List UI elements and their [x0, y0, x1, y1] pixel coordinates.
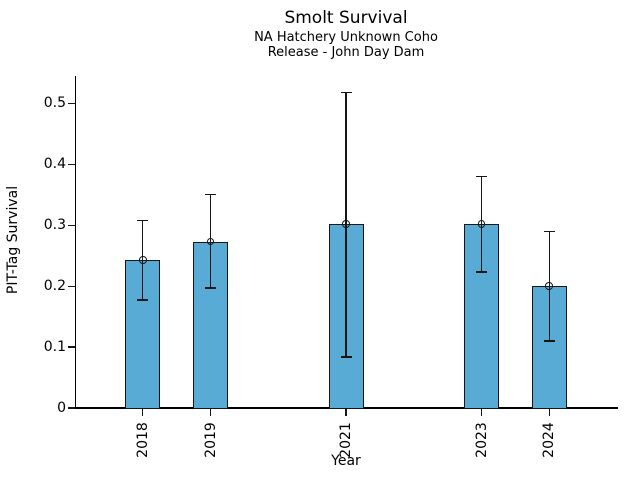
x-tick-2023 — [480, 408, 483, 416]
error-cap-bottom-2023 — [476, 271, 487, 273]
x-axis-label: Year — [331, 453, 361, 469]
y-tick-label-0: 0 — [57, 400, 66, 416]
y-tick-label-0.4: 0.4 — [43, 156, 66, 173]
error-cap-bottom-2019 — [205, 287, 216, 289]
error-cap-top-2023 — [476, 175, 487, 178]
marker-2023 — [477, 220, 486, 228]
x-tick-label-2023: 2023 — [473, 422, 490, 458]
y-tick-label-0.5: 0.5 — [43, 95, 66, 112]
y-tick-0.5 — [68, 102, 75, 104]
y-tick-label-0.3: 0.3 — [43, 217, 66, 234]
x-tick-label-2018: 2018 — [134, 422, 151, 458]
y-tick-label-0.1: 0.1 — [43, 339, 66, 356]
x-tick-2021 — [345, 408, 347, 416]
chart-subtitle-line2: Release - John Day Dam — [267, 45, 425, 60]
marker-2019 — [206, 237, 215, 246]
chart-title: Smolt Survival — [284, 8, 408, 28]
marker-2018 — [138, 256, 147, 264]
y-tick-label-0.2: 0.2 — [43, 278, 66, 295]
x-tick-label-2019: 2019 — [202, 422, 219, 458]
x-tick-label-2021: 2021 — [338, 422, 354, 458]
x-tick-2019 — [209, 408, 212, 416]
y-tick-0.1 — [68, 346, 75, 348]
error-cap-top-2018 — [137, 219, 149, 222]
x-tick-label-2024: 2024 — [541, 422, 558, 458]
error-cap-top-2024 — [543, 230, 555, 233]
y-tick-0.2 — [68, 285, 75, 287]
x-tick-2018 — [142, 408, 144, 416]
marker-2024 — [545, 282, 554, 290]
y-axis-spine — [74, 76, 76, 409]
marker-2021 — [342, 220, 350, 228]
x-tick-2024 — [548, 408, 550, 416]
y-tick-0.4 — [68, 163, 75, 165]
y-tick-0 — [68, 407, 75, 409]
error-cap-bottom-2024 — [543, 340, 555, 342]
error-cap-bottom-2021 — [340, 356, 352, 358]
error-cap-bottom-2018 — [137, 299, 149, 301]
chart-subtitle-line1: NA Hatchery Unknown Coho — [254, 30, 438, 45]
error-cap-top-2019 — [205, 194, 216, 196]
error-cap-top-2021 — [340, 91, 352, 94]
y-tick-0.3 — [68, 224, 75, 226]
